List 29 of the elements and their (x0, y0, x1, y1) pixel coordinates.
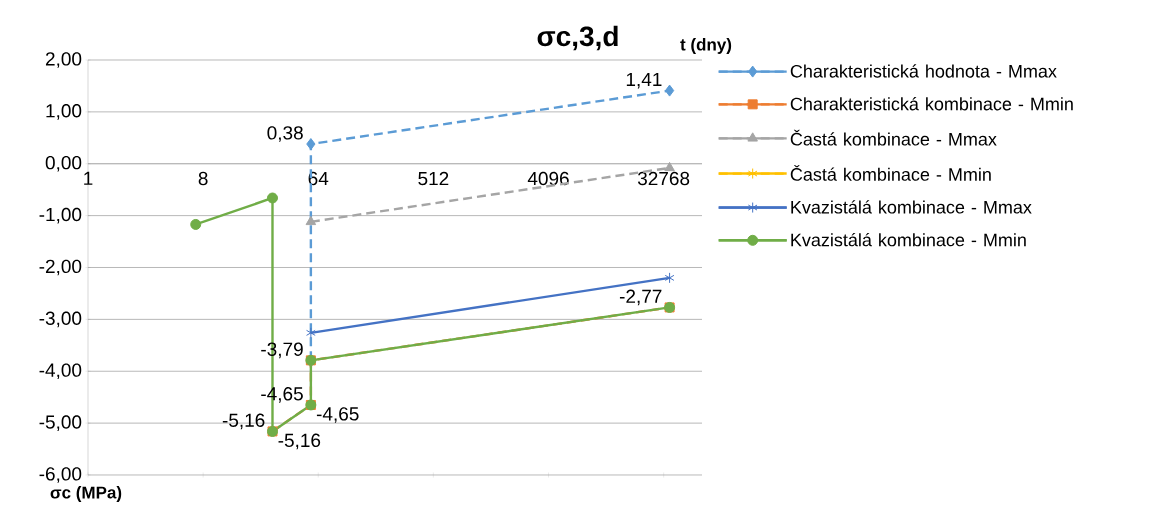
data-label: 0,38 (267, 126, 303, 142)
y-tick-label: 1,00 (46, 104, 82, 120)
data-label: -2,77 (619, 289, 662, 306)
legend-label: Kvazistálá kombinace - Mmax (791, 200, 1032, 214)
y-tick-label: -5,00 (39, 415, 82, 431)
chart-title: σc,3,d (537, 25, 618, 51)
y-tick-label: -2,00 (39, 259, 82, 276)
y-tick-label: 2,00 (45, 52, 82, 68)
legend-label: Kvazistálá kombinace - Mmin (791, 232, 1026, 247)
x-tick-label: 512 (418, 171, 449, 186)
x-tick-label: 32768 (637, 171, 690, 186)
y-tick-label: -6,00 (39, 467, 82, 483)
data-label: -5,16 (278, 433, 321, 450)
x-tick-label: 1 (84, 171, 93, 185)
legend-label: Charakteristická kombinace - Mmin (790, 96, 1073, 111)
legend-label: Častá kombinace - Mmax (790, 129, 997, 146)
y-tick-label: -3,00 (39, 311, 82, 328)
y-tick-label: 0,00 (45, 155, 82, 172)
x-axis-title: t (dny) (680, 38, 732, 54)
y-axis-title: σc (MPa) (50, 486, 122, 502)
data-label: -4,65 (316, 407, 359, 423)
data-label: -5,16 (222, 413, 265, 430)
y-tick-label: -1,00 (39, 207, 82, 224)
y-tick-label: -4,00 (39, 363, 82, 380)
legend-label: Charakteristická hodnota - Mmax (790, 64, 1057, 78)
x-tick-label: 8 (198, 171, 208, 186)
x-tick-label: 4096 (527, 171, 569, 186)
data-label: 1,41 (626, 72, 662, 89)
legend-label: Častá kombinace - Mmin (790, 164, 991, 181)
